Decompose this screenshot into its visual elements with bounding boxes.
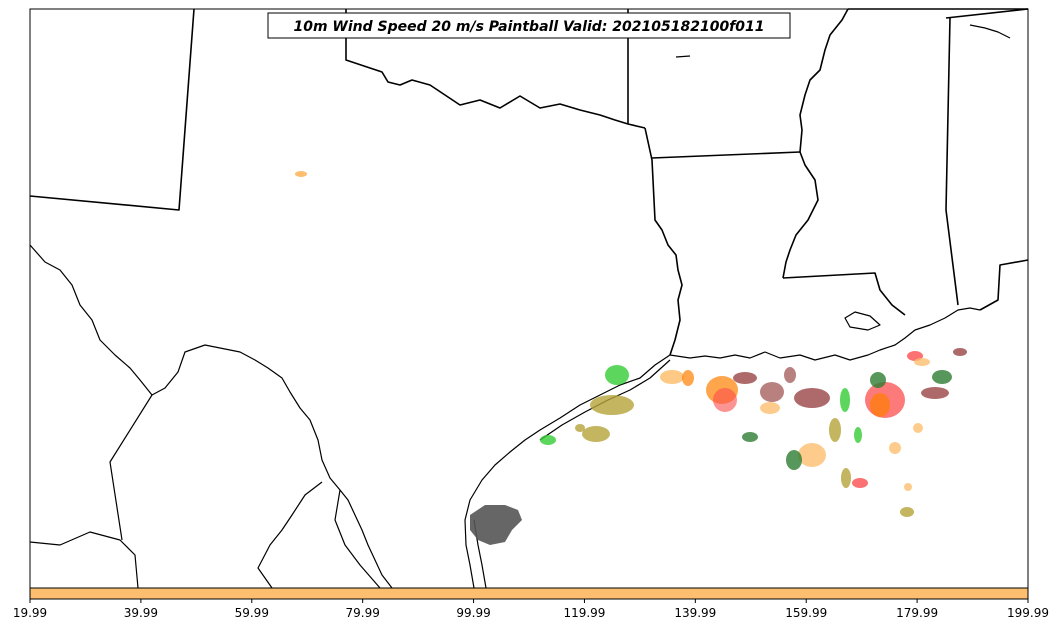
arkansas-louisiana-border (651, 151, 801, 159)
colorbar-tick-label: 119.99 (563, 606, 605, 620)
blob-dark-red-5 (921, 387, 949, 399)
colorbar-tick-label: 39.99 (124, 606, 158, 620)
colorbar-tick-label: 139.99 (674, 606, 716, 620)
louisiana-coast (669, 307, 981, 361)
blob-olive-2 (582, 426, 610, 442)
blob-green-1 (605, 365, 629, 385)
paintball-blobs (295, 171, 967, 545)
alabama-florida-border (979, 259, 1029, 311)
blob-olive-1 (590, 395, 634, 415)
map-frame (29, 8, 1029, 589)
title-box (267, 12, 791, 39)
map-title: 10m Wind Speed 20 m/s Paintball Valid: 2… (267, 12, 791, 39)
blob-orange-8 (889, 442, 901, 454)
blob-olive-5 (841, 468, 851, 488)
blob-olive-3 (575, 424, 585, 432)
rio-grande-border (29, 244, 393, 589)
mexico-state-border-2 (29, 531, 139, 589)
blob-green-2 (540, 435, 556, 445)
blob-green-3 (840, 388, 850, 412)
mississippi-alabama-border (945, 17, 959, 306)
red-river-border (345, 9, 646, 129)
blob-olive-4 (829, 418, 841, 442)
mexico-state-border-4 (334, 489, 381, 589)
sabine-border (644, 127, 683, 356)
small-lake (675, 55, 691, 58)
colorbar-tick-label: 159.99 (785, 606, 827, 620)
colorbar-tick-label: 199.99 (1007, 606, 1049, 620)
colorbar-tick-label: 79.99 (345, 606, 379, 620)
blob-north-texas (295, 171, 307, 177)
blob-dark-green-4 (932, 370, 952, 384)
colorbar: 19.99 39.99 59.99 79.99 99.99 119.99 139.99 159… (13, 587, 1049, 620)
blob-orange-10 (904, 483, 912, 491)
blob-gray (470, 505, 522, 545)
blob-orange-1 (660, 370, 684, 384)
texas-panhandle-border (29, 8, 195, 211)
blob-orange-3 (760, 402, 780, 414)
northern-border (945, 8, 1029, 19)
title-text: 10m Wind Speed 20 m/s Paintball Valid: 2… (293, 19, 764, 35)
colorbar-fill (29, 587, 1029, 600)
blob-orange-6 (870, 393, 890, 417)
blob-red-2 (852, 478, 868, 488)
lake-pontchartrain (844, 311, 881, 331)
blob-dark-red-2 (760, 382, 784, 402)
louisiana-mississippi-border (782, 272, 906, 316)
blob-dark-red-4 (794, 388, 830, 408)
blob-dark-green-3 (870, 372, 886, 388)
blob-olive-6 (900, 507, 914, 517)
blob-dark-red-3 (784, 367, 796, 383)
mexico-state-border-1 (109, 394, 153, 541)
blob-orange-7 (914, 358, 930, 366)
mexico-state-border-3 (257, 481, 323, 589)
texas-coast (464, 354, 671, 589)
mississippi-river-border (782, 8, 849, 279)
blob-dark-red-6 (953, 348, 967, 356)
blob-orange-9 (913, 423, 923, 433)
colorbar-tick-label: 99.99 (456, 606, 490, 620)
blob-dark-red-1 (733, 372, 757, 384)
blob-orange-4 (682, 370, 694, 386)
blob-green-4 (854, 427, 862, 443)
colorbar-tick-label: 59.99 (235, 606, 269, 620)
blob-red-1 (713, 388, 737, 412)
blob-dark-green-1 (742, 432, 758, 442)
colorbar-tick-label: 19.99 (13, 606, 47, 620)
blob-dark-green-2 (786, 450, 802, 470)
river-tn (969, 24, 1011, 39)
blob-orange-5 (798, 443, 826, 467)
colorbar-tick-label: 179.99 (896, 606, 938, 620)
colorbar-ticks: 19.99 39.99 59.99 79.99 99.99 119.99 139.99 159… (13, 599, 1049, 620)
